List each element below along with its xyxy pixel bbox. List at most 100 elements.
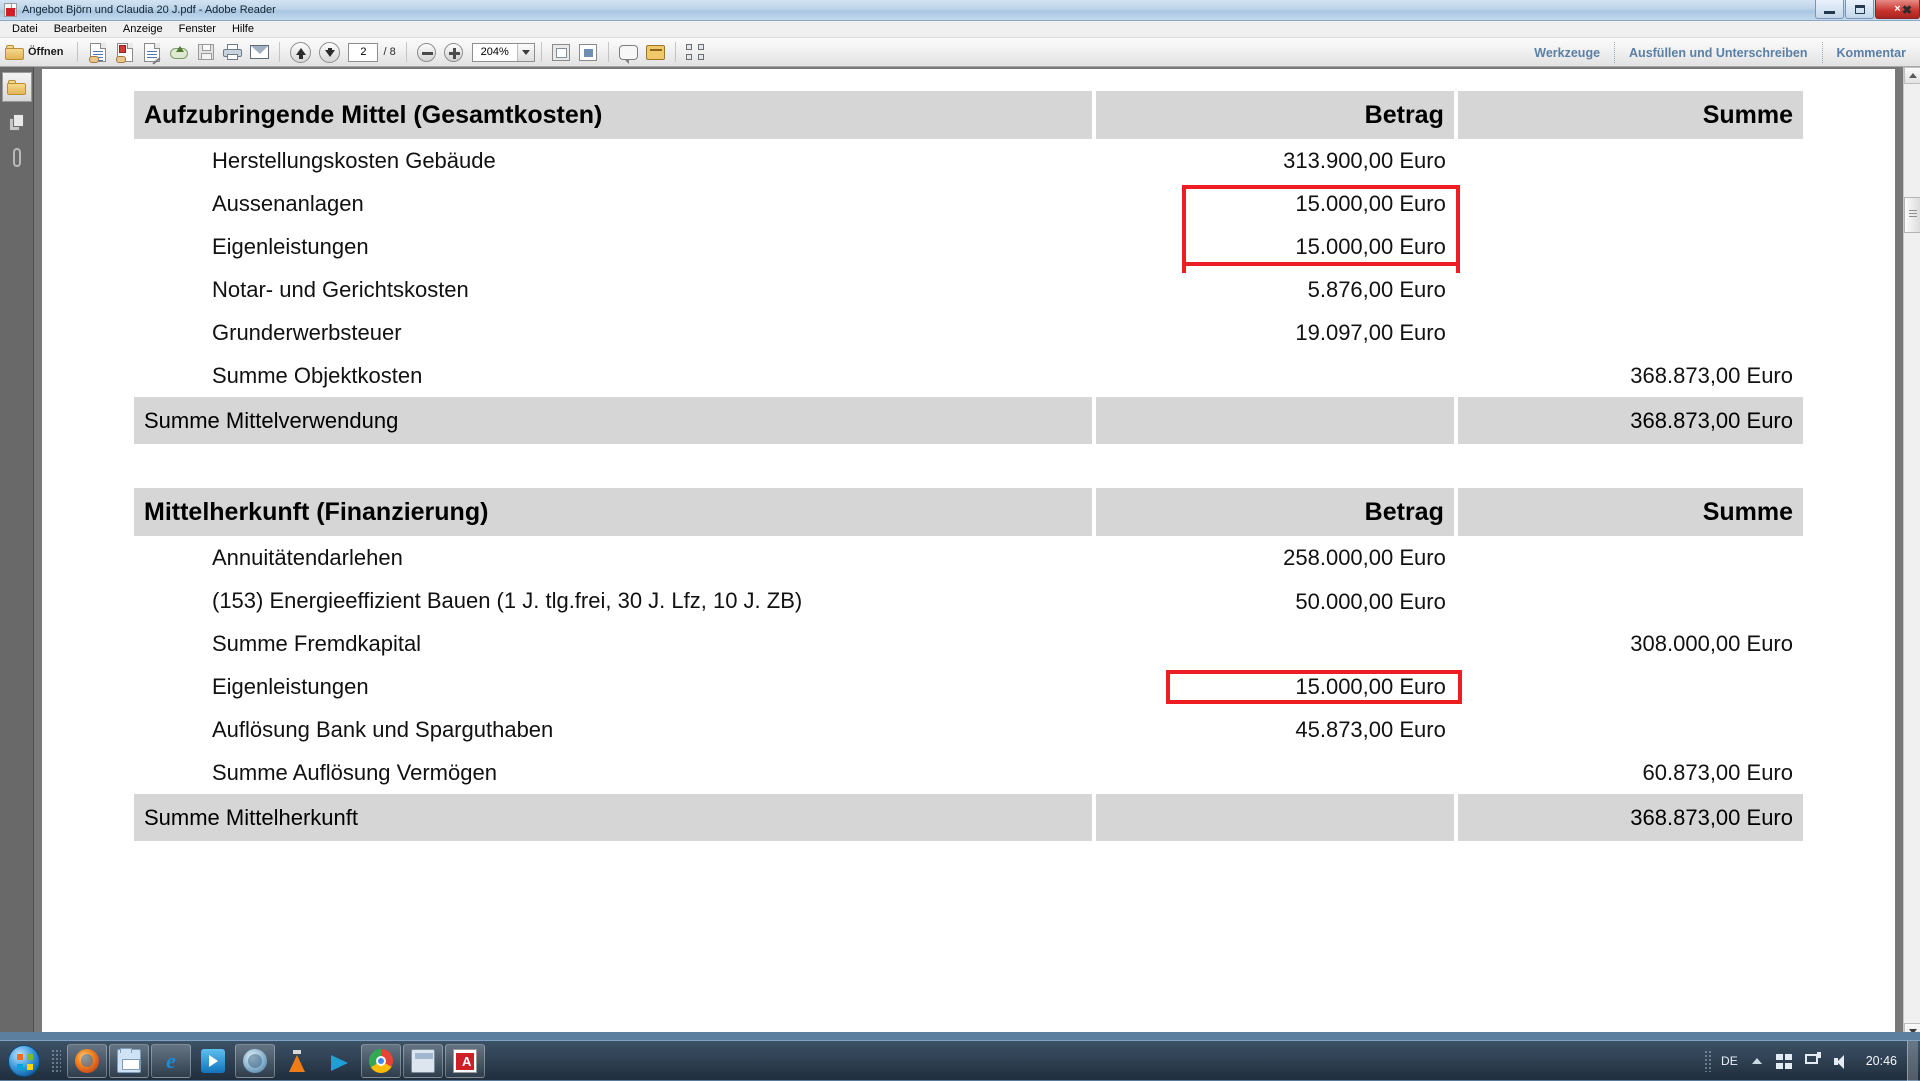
row-label: Summe Fremdkapital: [134, 622, 1094, 665]
column-header-betrag: Betrag: [1094, 91, 1456, 139]
acrobat-icon: A: [453, 1049, 477, 1073]
taskbar-teamviewer[interactable]: [319, 1044, 359, 1078]
menu-bearbeiten[interactable]: Bearbeiten: [46, 22, 115, 36]
row-betrag: 15.000,00 Euro: [1295, 191, 1445, 216]
taskbar-explorer[interactable]: [109, 1044, 149, 1078]
chevron-down-icon[interactable]: [517, 44, 534, 61]
sidebar-item-page-thumbnails[interactable]: [2, 107, 32, 137]
system-tray: DE 20:46: [1704, 1041, 1920, 1081]
taskbar-teamspeak[interactable]: [235, 1044, 275, 1078]
comment-pane-button[interactable]: Kommentar: [1823, 46, 1920, 60]
stamp-button[interactable]: [643, 40, 668, 65]
scroll-up-button[interactable]: [1904, 67, 1920, 84]
send-cloud-button[interactable]: [166, 40, 191, 65]
sidebar-item-attachments[interactable]: [2, 142, 32, 172]
scrollbar-thumb[interactable]: [1904, 197, 1920, 233]
taskbar-grip[interactable]: [51, 1049, 61, 1073]
create-pdf-icon: [117, 43, 133, 62]
table-total-row: Summe Mittelverwendung 368.873,00 Euro: [134, 397, 1803, 444]
taskbar-internet-explorer[interactable]: e: [151, 1044, 191, 1078]
fit-width-button[interactable]: [576, 40, 601, 65]
zoom-level-combobox[interactable]: 204%: [472, 43, 535, 62]
fill-and-sign-pane-button[interactable]: Ausfüllen und Unterschreiben: [1615, 46, 1822, 60]
row-label: (153) Energieeffizient Bauen (1 J. tlg.f…: [134, 579, 1094, 622]
restore-button[interactable]: [1845, 0, 1874, 19]
table-row: Eigenleistungen 15.000,00 Euro: [134, 665, 1803, 708]
sidebar-item-bookmarks[interactable]: [2, 72, 32, 102]
taskbar-adobe-reader[interactable]: A: [445, 1044, 485, 1078]
row-summe: [1456, 536, 1803, 579]
language-indicator[interactable]: DE: [1721, 1054, 1738, 1068]
close-button[interactable]: ×: [1875, 0, 1920, 19]
row-betrag: 5.876,00 Euro: [1094, 268, 1456, 311]
menu-anzeige[interactable]: Anzeige: [115, 22, 171, 36]
window-title: Angebot Björn und Claudia 20 J.pdf - Ado…: [22, 4, 276, 16]
zoom-out-button[interactable]: [414, 40, 439, 65]
print-button[interactable]: [220, 40, 245, 65]
taskbar-firefox[interactable]: [67, 1044, 107, 1078]
taskbar-calculator[interactable]: [403, 1044, 443, 1078]
row-betrag: 15.000,00 Euro: [1295, 234, 1445, 259]
tray-grip[interactable]: [1704, 1050, 1713, 1072]
total-label: Summe Mittelverwendung: [134, 397, 1094, 444]
network-icon[interactable]: [1805, 1054, 1821, 1069]
print-icon: [223, 44, 242, 60]
page-number-input[interactable]: 2: [348, 43, 378, 62]
show-hidden-icons-icon[interactable]: [1752, 1058, 1762, 1064]
desktop-background: [0, 1032, 1920, 1040]
close-document-icon[interactable]: ✖: [1902, 3, 1912, 17]
folder-open-icon: [5, 45, 24, 60]
row-summe: 60.873,00 Euro: [1456, 751, 1803, 794]
edit-pdf-button[interactable]: [139, 40, 164, 65]
menu-datei[interactable]: Datei: [4, 22, 46, 36]
table-header-row: Mittelherkunft (Finanzierung) Betrag Sum…: [134, 488, 1803, 536]
previous-page-button[interactable]: [287, 40, 314, 65]
row-label: Notar- und Gerichtskosten: [134, 268, 1094, 311]
taskbar-media-player[interactable]: [193, 1044, 233, 1078]
fit-page-button[interactable]: [549, 40, 574, 65]
menu-fenster[interactable]: Fenster: [171, 22, 224, 36]
row-betrag: [1094, 751, 1456, 794]
email-button[interactable]: [247, 40, 272, 65]
row-summe: [1456, 708, 1803, 751]
page-up-icon: [290, 42, 311, 63]
row-label: Eigenleistungen: [134, 225, 1094, 268]
row-label: Auflösung Bank und Sparguthaben: [134, 708, 1094, 751]
menu-hilfe[interactable]: Hilfe: [224, 22, 262, 36]
row-summe: [1456, 579, 1803, 622]
zoom-in-button[interactable]: [441, 40, 466, 65]
tools-pane-button[interactable]: Werkzeuge: [1520, 46, 1614, 60]
toolbar-separator: [77, 42, 78, 62]
show-desktop-button[interactable]: [1907, 1041, 1918, 1081]
vlc-cone-icon: [285, 1049, 309, 1073]
next-page-button[interactable]: [316, 40, 343, 65]
vertical-scrollbar[interactable]: [1903, 67, 1920, 1040]
start-button[interactable]: [2, 1042, 46, 1080]
windows-store-icon[interactable]: [1776, 1054, 1792, 1069]
folder-icon: [7, 80, 26, 95]
row-betrag-highlighted: 15.000,00 Euro: [1094, 182, 1456, 225]
column-header-betrag: Betrag: [1094, 488, 1456, 536]
table-aufzubringende-mittel: Aufzubringende Mittel (Gesamtkosten) Bet…: [134, 91, 1803, 444]
column-header-summe: Summe: [1456, 488, 1803, 536]
column-header-summe: Summe: [1456, 91, 1803, 139]
document-viewport[interactable]: Aufzubringende Mittel (Gesamtkosten) Bet…: [34, 67, 1903, 1040]
export-pdf-icon: [90, 43, 106, 62]
row-summe: 368.873,00 Euro: [1456, 354, 1803, 397]
toolbar-separator: [406, 42, 407, 62]
row-betrag-highlighted: 15.000,00 Euro: [1094, 665, 1456, 708]
create-pdf-button[interactable]: [112, 40, 137, 65]
read-mode-button[interactable]: [683, 40, 708, 65]
save-button[interactable]: [193, 40, 218, 65]
clock[interactable]: 20:46: [1866, 1054, 1897, 1068]
navigation-pane: [0, 67, 34, 1040]
volume-icon[interactable]: [1834, 1054, 1850, 1069]
taskbar-chrome[interactable]: [361, 1044, 401, 1078]
export-pdf-button[interactable]: [85, 40, 110, 65]
window-titlebar[interactable]: Angebot Björn und Claudia 20 J.pdf - Ado…: [0, 0, 1920, 21]
add-comment-button[interactable]: [616, 40, 641, 65]
minimize-button[interactable]: [1815, 0, 1844, 19]
taskbar-vlc[interactable]: [277, 1044, 317, 1078]
open-button[interactable]: Öffnen: [1, 40, 70, 65]
table-total-row: Summe Mittelherkunft 368.873,00 Euro: [134, 794, 1803, 841]
